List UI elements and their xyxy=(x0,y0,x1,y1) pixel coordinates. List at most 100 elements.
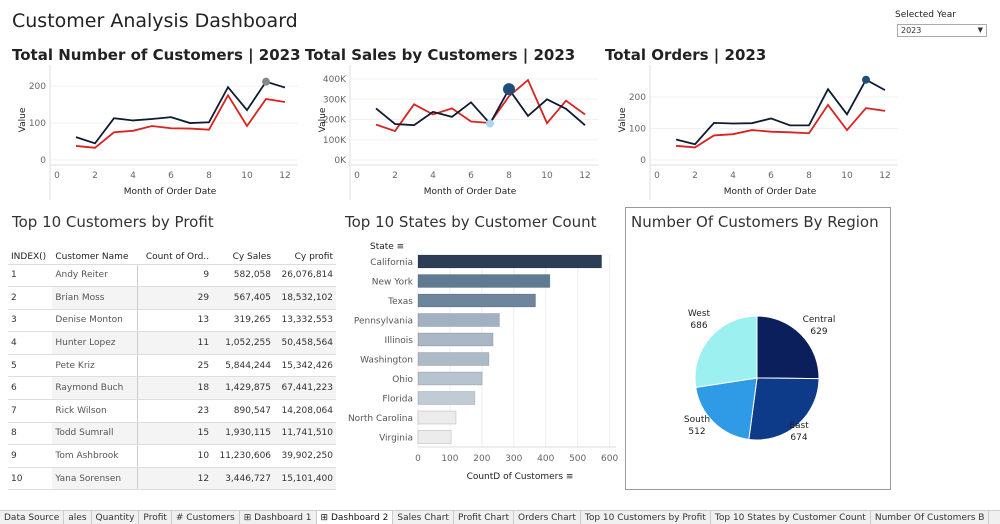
sheet-tab[interactable]: Top 10 States by Customer Count xyxy=(711,511,871,524)
x-tick-label: 4 xyxy=(130,171,136,181)
table-row[interactable]: 7 Rick Wilson 23 890,547 14,208,064 xyxy=(8,399,336,423)
x-tick-label: 2 xyxy=(392,171,398,181)
sales-cell: 319,265 xyxy=(212,309,275,333)
sheet-tab[interactable]: Profit Chart xyxy=(454,511,515,524)
sheet-tab[interactable]: ⊞ Dashboard 1 xyxy=(240,511,317,524)
customers-line-chart[interactable]: 0 100 200 0 2 4 6 8 10 12 Month of Order Date Value xyxy=(0,65,300,205)
table-row[interactable]: 10 Yana Sorensen 12 3,446,727 15,101,400 xyxy=(8,467,336,491)
region-name: South xyxy=(684,415,710,425)
profit-cell: 67,441,223 xyxy=(274,376,336,401)
table-row[interactable]: 4 Hunter Lopez 11 1,052,255 50,458,564 xyxy=(8,331,336,355)
column-header[interactable]: Cy Sales xyxy=(212,250,275,265)
sheet-tab[interactable]: # Customers xyxy=(172,511,240,524)
states-bar-chart[interactable]: State ≡ 0 100 200 300 400 500 600 California New … xyxy=(340,235,625,485)
x-tick-label: 12 xyxy=(879,171,890,181)
sheet-tab[interactable]: Top 10 Customers by Profit xyxy=(581,511,711,524)
sheet-tab[interactable]: ales xyxy=(64,511,92,524)
series-line-current xyxy=(675,78,886,146)
x-tick-label: 10 xyxy=(541,171,553,181)
x-tick-label: 4 xyxy=(430,171,436,181)
bar-north-carolina xyxy=(417,410,457,425)
index-cell: 8 xyxy=(8,422,53,446)
bar-virginia xyxy=(417,430,452,444)
x-tick-label: 600 xyxy=(601,454,618,464)
orders-line-chart[interactable]: 0 100 200 0 2 4 6 8 10 12 Month of Order Date Value xyxy=(600,65,900,205)
x-axis-title: Month of Order Date xyxy=(124,187,217,197)
low-point xyxy=(486,119,494,128)
order-count-cell: 15 xyxy=(137,422,213,446)
bar-california xyxy=(417,254,603,269)
orders-chart-title: Total Orders | 2023 xyxy=(605,46,767,64)
sheet-tab[interactable]: Number Of Customers B xyxy=(871,511,990,524)
table-row[interactable]: 3 Denise Monton 13 319,265 13,332,553 xyxy=(8,309,336,333)
x-tick-label: 4 xyxy=(730,171,736,181)
state-label: Illinois xyxy=(384,336,413,346)
order-count-cell: 9 xyxy=(137,264,213,288)
sheet-tabs: Data Source ales Quantity Profit # Customers… xyxy=(0,510,1000,524)
x-tick-label: 10 xyxy=(841,171,853,181)
column-header[interactable]: Count of Ord.. xyxy=(137,250,213,265)
region-value: 674 xyxy=(790,433,807,443)
sheet-tab[interactable]: ⊞ Dashboard 2 xyxy=(316,511,394,524)
sheet-tab[interactable]: Profit xyxy=(139,511,172,524)
column-header[interactable]: INDEX() xyxy=(8,250,53,265)
y-tick-label: 100 xyxy=(629,125,646,135)
y-axis-title: State ≡ xyxy=(370,242,404,252)
year-select[interactable]: 2023 ▼ xyxy=(897,24,987,37)
state-label: Washington xyxy=(360,356,413,366)
y-tick-label: 100 xyxy=(29,119,46,129)
year-value: 2023 xyxy=(901,26,922,35)
table-row[interactable]: 5 Pete Kriz 25 5,844,244 15,342,426 xyxy=(8,354,336,378)
column-header[interactable]: Customer Name xyxy=(52,250,138,265)
table-row[interactable]: 2 Brian Moss 29 567,405 18,532,102 xyxy=(8,286,336,310)
x-tick-label: 12 xyxy=(579,171,590,181)
y-axis-title: Value xyxy=(18,107,28,132)
state-label: Florida xyxy=(382,395,413,405)
highlight-point xyxy=(862,75,870,84)
x-tick-label: 500 xyxy=(569,454,586,464)
bar-florida xyxy=(417,391,476,405)
index-cell: 10 xyxy=(8,467,53,491)
index-cell: 1 xyxy=(8,264,53,288)
region-pie-chart[interactable]: Central 629 East 674 South 512 West 686 xyxy=(626,240,890,488)
order-count-cell: 29 xyxy=(137,286,213,310)
x-tick-label: 400 xyxy=(537,454,554,464)
state-label: North Carolina xyxy=(348,414,413,424)
table-row[interactable]: 9 Tom Ashbrook 10 11,230,606 39,902,250 xyxy=(8,444,336,468)
index-cell: 2 xyxy=(8,286,53,310)
customer-name-cell: Andy Reiter xyxy=(52,264,139,288)
sheet-tab[interactable]: Sales Chart xyxy=(393,511,454,524)
customer-name-cell: Todd Sumrall xyxy=(52,422,139,446)
sheet-tab[interactable]: Data Source xyxy=(0,511,65,524)
series-line-previous xyxy=(375,78,586,133)
y-tick-label: 200 xyxy=(29,82,46,92)
pie-slice-east xyxy=(748,377,820,441)
sales-cell: 567,405 xyxy=(212,286,275,310)
page-title: Customer Analysis Dashboard xyxy=(12,10,298,32)
table-row[interactable]: 8 Todd Sumrall 15 1,930,115 11,741,510 xyxy=(8,422,336,446)
x-tick-label: 12 xyxy=(279,171,290,181)
profit-cell: 18,532,102 xyxy=(274,286,336,310)
profit-cell: 26,076,814 xyxy=(274,264,336,288)
state-label: California xyxy=(370,258,413,268)
sheet-tab[interactable]: Quantity xyxy=(92,511,140,524)
sheet-tab[interactable]: Orders Chart xyxy=(514,511,581,524)
table-row[interactable]: 1 Andy Reiter 9 582,058 26,076,814 xyxy=(8,264,336,288)
table-row[interactable]: 6 Raymond Buch 18 1,429,875 67,441,223 xyxy=(8,376,336,401)
x-tick-label: 10 xyxy=(241,171,253,181)
sales-cell: 1,429,875 xyxy=(212,376,275,401)
bar-new-york xyxy=(417,274,551,288)
y-axis-title: Value xyxy=(618,107,628,132)
profit-cell: 11,741,510 xyxy=(274,422,336,446)
sales-line-chart[interactable]: 0K 100K 200K 300K 400K 0 2 4 6 8 10 12 Month of Orde… xyxy=(300,65,600,205)
customer-name-cell: Pete Kriz xyxy=(52,354,139,378)
y-tick-label: 300K xyxy=(323,95,347,105)
order-count-cell: 25 xyxy=(137,354,213,378)
index-cell: 7 xyxy=(8,399,53,423)
column-header[interactable]: Cy profit xyxy=(274,250,336,265)
y-tick-label: 400K xyxy=(323,75,347,85)
state-label: Virginia xyxy=(379,434,413,444)
customer-name-cell: Raymond Buch xyxy=(52,376,139,401)
x-axis-title: Month of Order Date xyxy=(424,187,517,197)
region-panel xyxy=(625,207,891,490)
